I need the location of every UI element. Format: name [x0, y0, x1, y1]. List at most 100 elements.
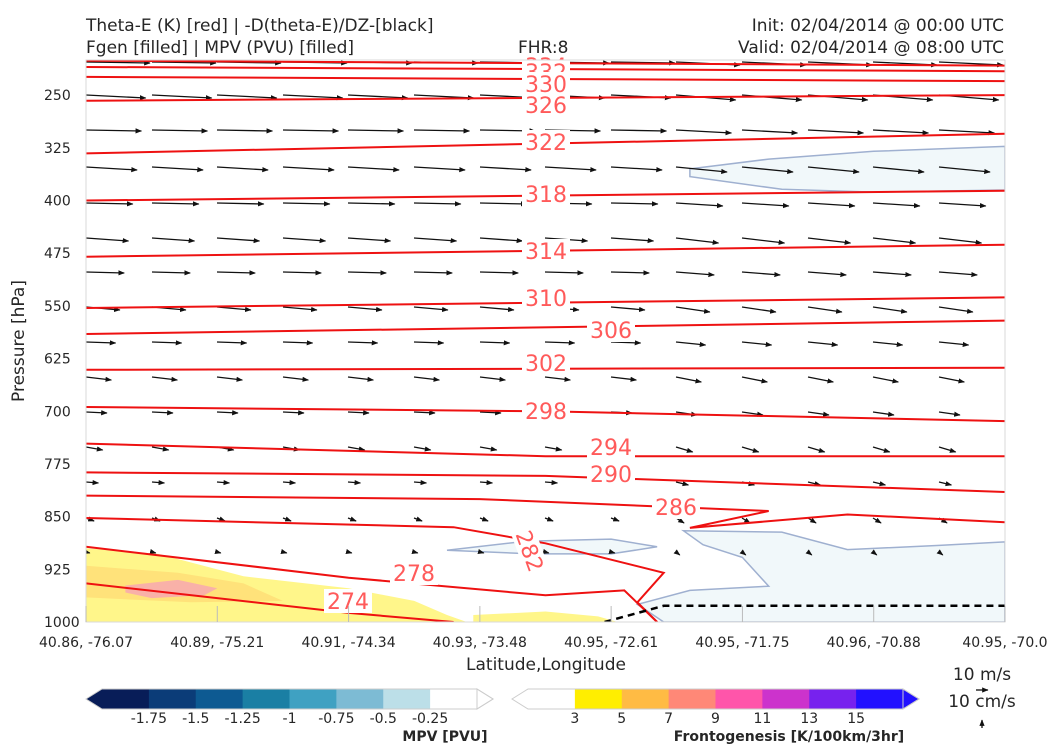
circulation-arrow	[610, 340, 642, 346]
circulation-arrow	[477, 548, 485, 555]
circulation-arrow	[413, 237, 458, 244]
circulation-arrow	[151, 237, 196, 244]
circulation-arrow	[610, 516, 620, 522]
circulation-arrow	[413, 166, 466, 173]
circulation-arrow	[282, 479, 297, 486]
circulation-arrow	[216, 128, 274, 134]
circulation-arrow	[938, 61, 1004, 68]
circulation-arrow	[872, 129, 930, 136]
frontogenesis-colorbar-swatch	[715, 689, 763, 709]
circulation-arrow	[216, 376, 243, 382]
circulation-arrow	[938, 271, 978, 278]
frontogenesis-colorbar-swatch	[574, 689, 623, 709]
circulation-arrow	[938, 306, 974, 314]
frontogenesis-colorbar-tick-label: 15	[847, 711, 865, 727]
circulation-arrow	[282, 340, 314, 346]
circulation-arrow	[673, 549, 681, 556]
circulation-arrow	[216, 166, 269, 173]
circulation-arrow	[610, 166, 663, 173]
circulation-arrow	[86, 201, 134, 207]
circulation-arrow	[807, 306, 843, 314]
circulation-arrow	[151, 446, 170, 452]
circulation-arrow	[86, 60, 151, 66]
theta-e-contour-line	[86, 545, 658, 622]
x-tick-label: 40.95, -70.0	[962, 635, 1047, 651]
circulation-arrow	[216, 201, 265, 207]
circulation-arrow	[214, 548, 222, 555]
circulation-arrow	[741, 202, 790, 209]
frontogenesis-colorbar-max-arrow	[902, 688, 920, 710]
theta-e-contour-label: 318	[525, 183, 567, 208]
filled-contours	[86, 145, 1005, 622]
mpv-colorbar-tick-label: -1	[283, 711, 297, 727]
x-axis-ticks: 40.86, -76.07 40.89, -75.21 40.91, -74.34 4…	[39, 606, 1048, 651]
circulation-arrow	[151, 94, 213, 101]
circulation-arrow	[872, 341, 904, 347]
circulation-arrow	[86, 340, 117, 346]
y-tick-label: 400	[44, 194, 71, 210]
circulation-arrow	[872, 202, 921, 209]
frontogenesis-colorbar-tick-label: 11	[753, 711, 771, 727]
circulation-arrow	[807, 202, 856, 209]
circulation-arrow	[938, 341, 970, 347]
circulation-arrow	[86, 270, 125, 276]
y-tick-label: 775	[44, 457, 71, 473]
circulation-arrow	[544, 479, 559, 486]
circulation-arrow	[347, 237, 392, 244]
circulation-arrow	[282, 376, 309, 382]
circulation-arrow	[282, 306, 318, 313]
circulation-arrow	[872, 271, 912, 278]
circulation-arrow	[936, 549, 944, 556]
circulation-arrow	[86, 479, 100, 486]
y-tick-label: 625	[44, 352, 71, 368]
circulation-arrow	[675, 237, 720, 245]
frontogenesis-colorbar-tick-label: 5	[617, 711, 626, 727]
mpv-region	[635, 529, 1005, 622]
frontogenesis-colorbar-swatch	[668, 689, 716, 709]
circulation-arrow	[347, 479, 362, 486]
theta-e-contour-label: 298	[525, 400, 567, 425]
circulation-arrow	[610, 270, 650, 276]
circulation-arrow	[938, 237, 983, 245]
frontogenesis-colorbar-outline	[511, 688, 920, 710]
circulation-arrow	[86, 237, 130, 244]
mpv-colorbar: -1.75 -1.5 -1.25 -1 -0.75 -0.5 -0.25	[85, 688, 494, 727]
circulation-arrow	[151, 410, 174, 416]
circulation-arrow	[347, 128, 405, 134]
circulation-arrow	[675, 341, 707, 347]
circulation-arrow	[347, 306, 383, 313]
circulation-arrow	[479, 479, 494, 486]
circulation-arrow	[216, 340, 248, 346]
circulation-arrow	[872, 481, 887, 487]
circulation-arrow	[347, 340, 379, 346]
mpv-colorbar-tick-label: -1.75	[131, 711, 167, 727]
frontogenesis-colorbar-swatch	[856, 689, 904, 709]
circulation-arrow	[216, 270, 256, 276]
circulation-arrow	[86, 128, 143, 134]
circulation-arrow	[807, 341, 839, 347]
circulation-arrow	[479, 340, 511, 346]
contour-label-background	[587, 435, 635, 459]
circulation-arrow	[86, 410, 108, 416]
wind-reference-ms-label: 10 m/s	[953, 665, 1011, 685]
circulation-arrow	[151, 166, 204, 173]
circulation-arrow	[872, 306, 908, 314]
circulation-arrow	[807, 517, 817, 524]
circulation-arrow	[741, 446, 760, 453]
mpv-colorbar-tick-label: -0.25	[412, 711, 448, 727]
circulation-arrow	[479, 201, 528, 207]
circulation-arrow	[86, 166, 138, 173]
circulation-arrow	[938, 481, 953, 487]
mpv-colorbar-tick-label: -1.25	[225, 711, 261, 727]
valid-time-label: Valid: 02/04/2014 @ 08:00 UTC	[738, 38, 1004, 58]
circulation-arrow	[413, 306, 449, 313]
x-tick-label: 40.86, -76.07	[39, 635, 133, 651]
plot-title-line-2: Fgen [filled] | MPV (PVU) [filled]	[86, 38, 355, 58]
theta-e-contour-line	[86, 494, 1005, 529]
frontogenesis-region	[473, 611, 618, 622]
mpv-colorbar-swatch	[242, 689, 290, 709]
contour-label-background	[652, 495, 700, 519]
mpv-colorbar-tick-label: -1.5	[182, 711, 209, 727]
circulation-arrow	[938, 411, 961, 417]
forecast-hour-label: FHR:8	[518, 38, 569, 58]
